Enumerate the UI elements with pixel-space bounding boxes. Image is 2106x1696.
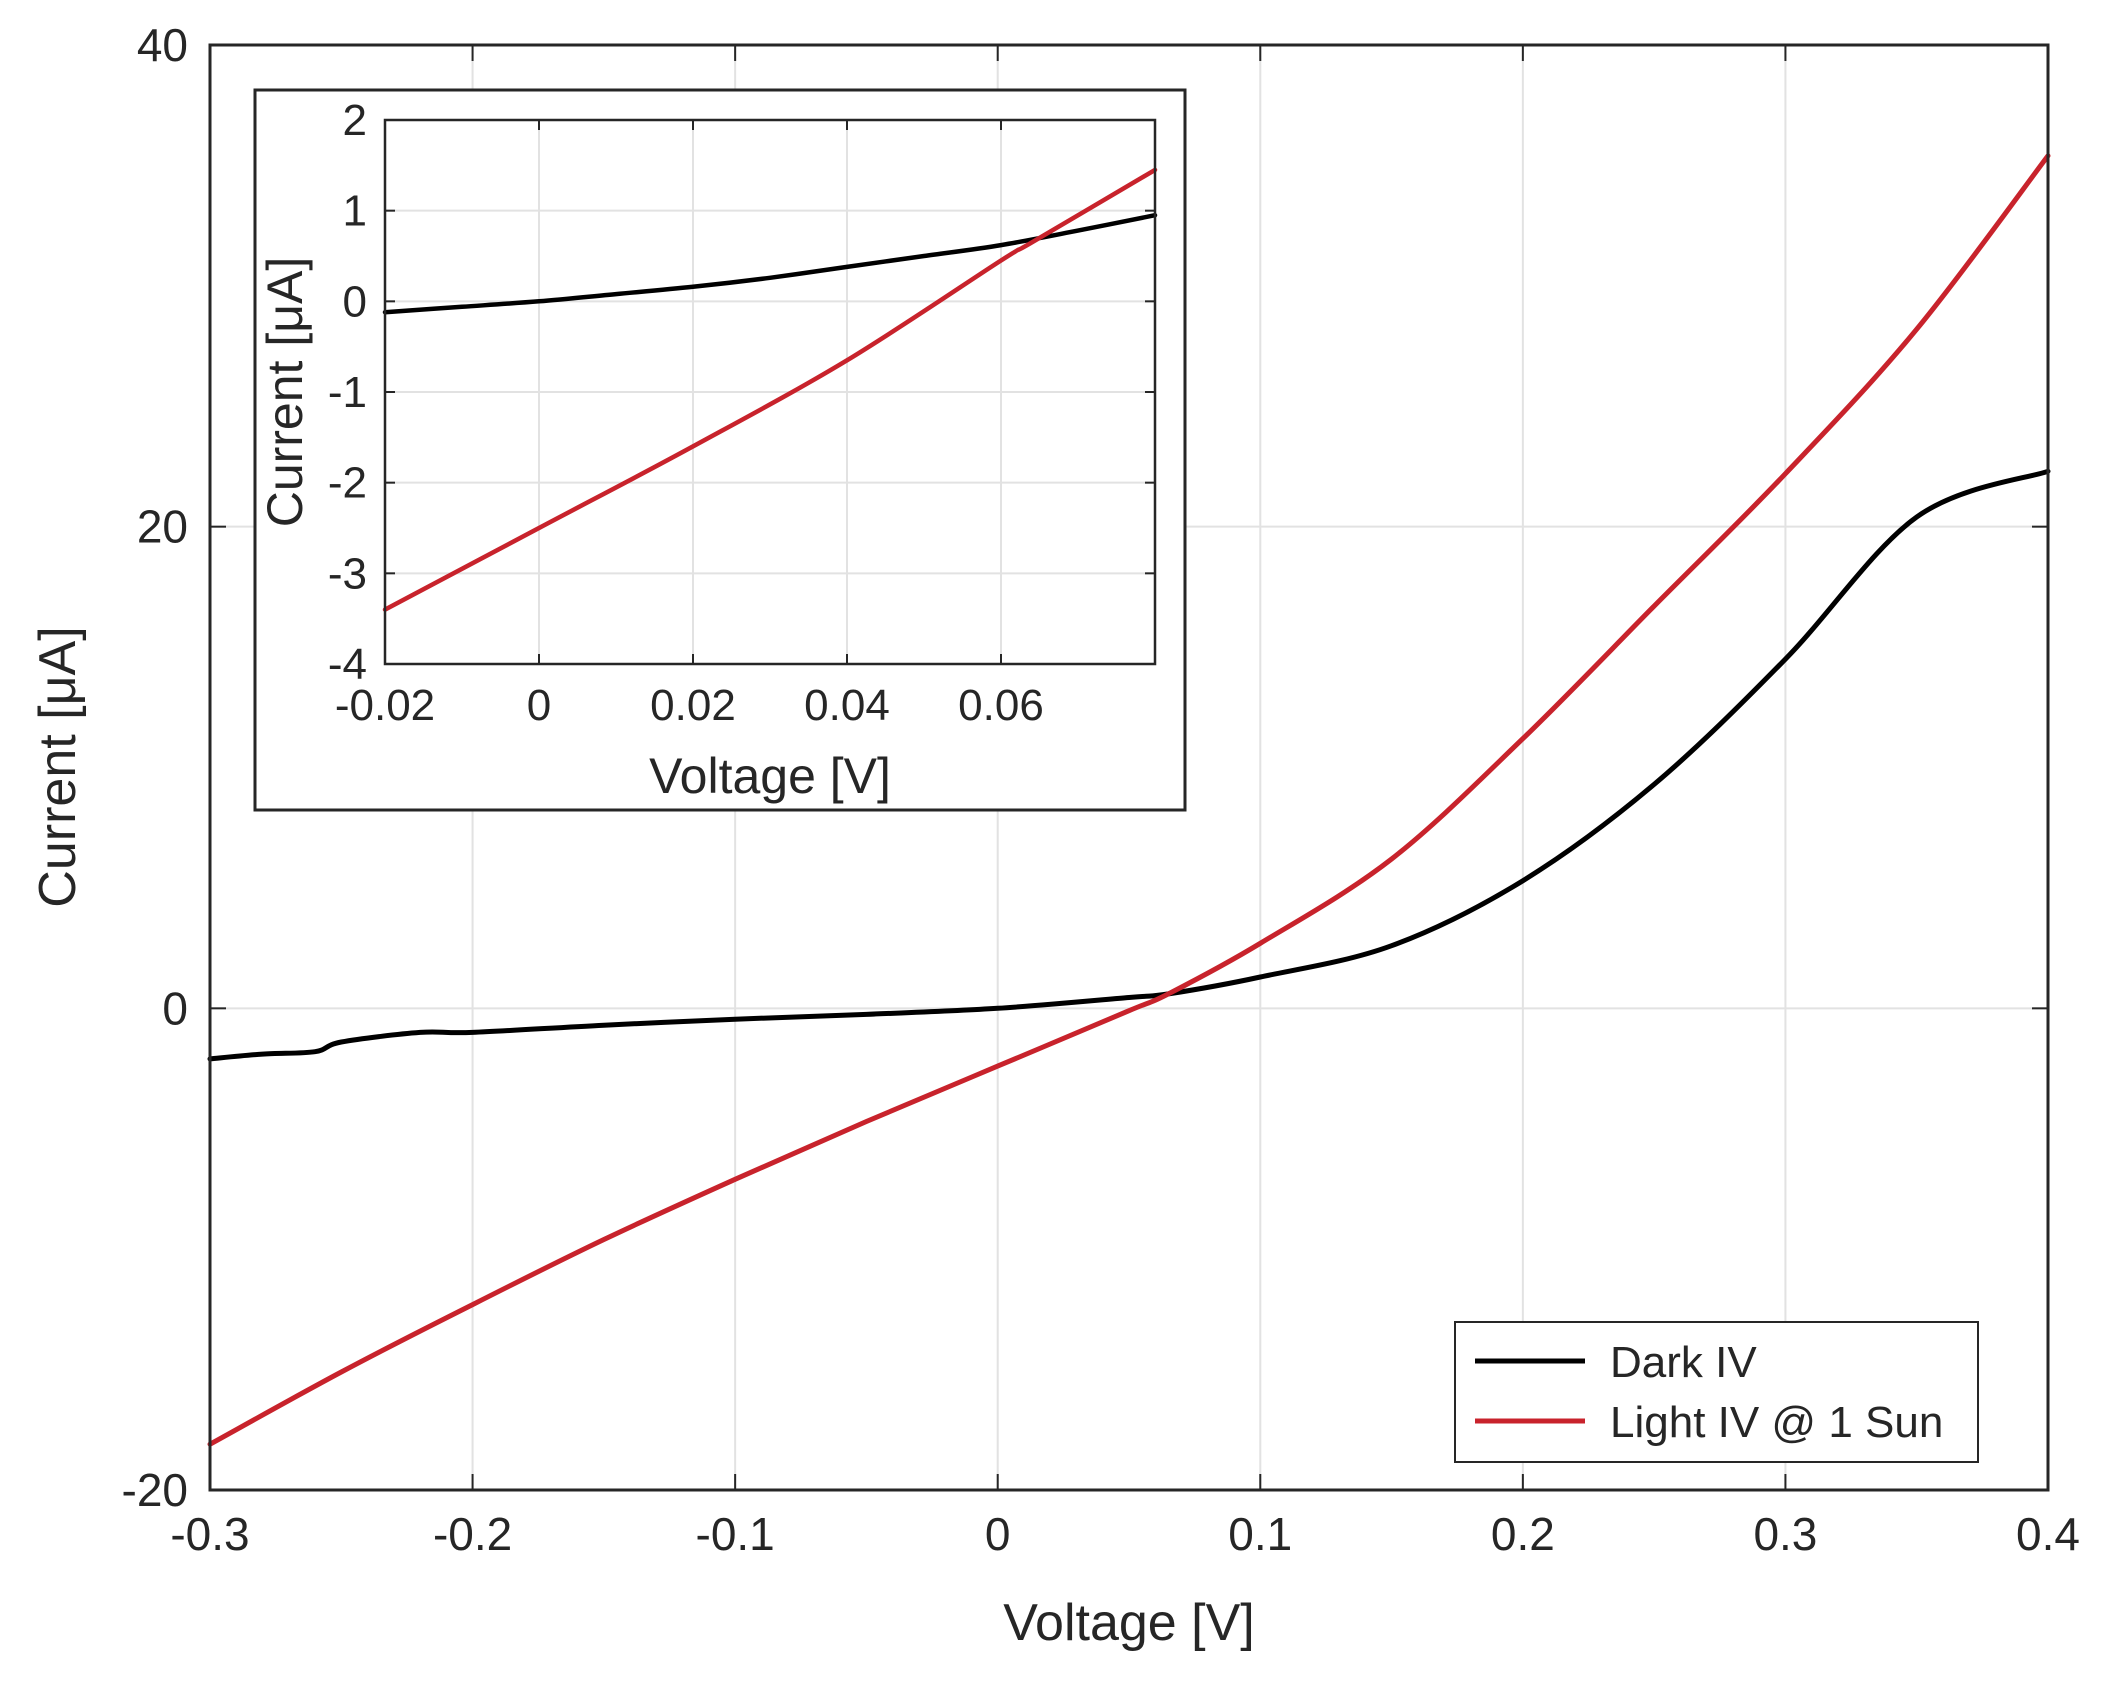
inset-ticks: -0.02 0 0.02 0.04 0.06 -4 -3 -2 -1 0 1 2: [328, 96, 1155, 730]
inset-y-tick-label: 2: [343, 96, 367, 145]
main-x-tick-label: -0.2: [433, 1508, 512, 1560]
inset-x-tick-label: 0.04: [804, 681, 890, 730]
main-x-axis-label: Voltage [V]: [1003, 1594, 1255, 1652]
main-axes-frame: [208, 43, 2050, 1492]
main-y-tick-label: 40: [137, 19, 188, 71]
inset-series-light-iv-1-sun: [382, 167, 1158, 612]
inset-y-axis-label: Current [μA]: [257, 257, 313, 528]
legend-label-dark-iv: Dark IV: [1610, 1338, 1757, 1387]
inset-y-tick-label: -4: [328, 640, 367, 689]
main-x-tick-label: 0.2: [1491, 1508, 1555, 1560]
main-y-tick-label: 20: [137, 501, 188, 553]
main-series-dark-iv: [207, 468, 2051, 1062]
legend-box: [1454, 1321, 1979, 1463]
inset-y-tick-label: -3: [328, 549, 367, 598]
main-x-tick-label: -0.3: [170, 1508, 249, 1560]
inset-y-tick-label: -1: [328, 368, 367, 417]
legend-label-light-iv: Light IV @ 1 Sun: [1610, 1398, 1943, 1447]
inset-series: [382, 167, 1158, 612]
main-series: [207, 153, 2051, 1447]
main-x-tick-label: 0.4: [2016, 1508, 2080, 1560]
main-x-tick-label: 0.3: [1753, 1508, 1817, 1560]
main-y-axis-label: Current [μA]: [29, 626, 87, 907]
inset-y-tick-label: 0: [343, 277, 367, 326]
main-series-light-iv-1-sun: [207, 153, 2051, 1447]
main-x-tick-label: -0.1: [696, 1508, 775, 1560]
inset-series-dark-iv: [382, 212, 1158, 315]
legend: Dark IV Light IV @ 1 Sun: [1454, 1321, 1979, 1463]
inset-y-tick-label: 1: [343, 187, 367, 236]
main-y-tick-label: -20: [122, 1464, 188, 1516]
main-x-tick-label: 0.1: [1228, 1508, 1292, 1560]
main-x-tick-label: 0: [985, 1508, 1011, 1560]
inset-x-tick-label: -0.02: [335, 681, 435, 730]
inset-x-tick-label: 0.02: [650, 681, 736, 730]
inset-axes-frame: [383, 118, 1157, 666]
inset-y-tick-label: -2: [328, 459, 367, 508]
inset-x-axis-label: Voltage [V]: [649, 748, 891, 804]
inset-chart: -0.02 0 0.02 0.04 0.06 -4 -3 -2 -1 0 1 2 Voltage [V…: [253, 88, 1187, 812]
inset-x-tick-label: 0.06: [958, 681, 1044, 730]
inset-x-tick-label: 0: [527, 681, 551, 730]
main-y-tick-label: 0: [162, 982, 188, 1034]
